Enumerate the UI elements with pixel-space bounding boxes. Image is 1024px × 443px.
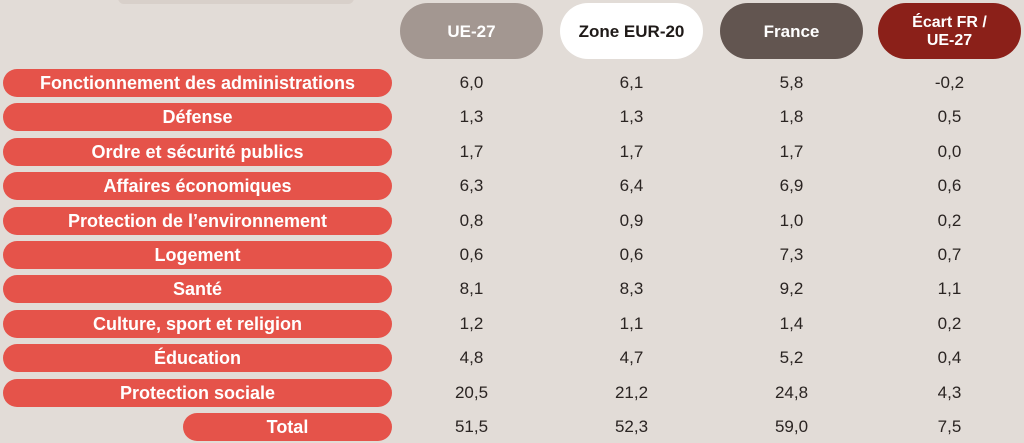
table-cell: 1,7 — [779, 142, 804, 161]
column-header-france: France — [720, 3, 863, 59]
column-header-ecart-text: Écart FR / UE-27 — [912, 13, 987, 49]
table-row: Culture, sport et religion 1,2 1,1 1,4 0,2 — [0, 309, 1024, 339]
table-cell: 20,5 — [454, 383, 489, 402]
row-label: Logement — [3, 241, 392, 269]
row-label: Santé — [3, 275, 392, 303]
table-cell: 5,2 — [779, 348, 804, 367]
table-cell: 1,7 — [619, 142, 644, 161]
table-cell: 6,9 — [779, 176, 804, 195]
table-cell: 0,2 — [937, 211, 962, 230]
table-cell: 0,6 — [937, 176, 962, 195]
table-cell: 1,7 — [459, 142, 484, 161]
row-label: Éducation — [3, 344, 392, 372]
row-label: Ordre et sécurité publics — [3, 138, 392, 166]
table-cell: 6,4 — [619, 176, 644, 195]
table-cell: 0,6 — [459, 245, 484, 264]
table-cell: 51,5 — [454, 417, 489, 436]
table-cell: 24,8 — [774, 383, 809, 402]
row-label: Protection de l’environnement — [3, 207, 392, 235]
table-cell: 1,1 — [937, 279, 962, 298]
cropped-subtitle — [118, 0, 354, 4]
table-cell: 1,1 — [619, 314, 644, 333]
column-header-ecart: Écart FR / UE-27 — [878, 3, 1021, 59]
column-header-zone-eur20: Zone EUR-20 — [560, 3, 703, 59]
table-cell: 8,3 — [619, 279, 644, 298]
table-cell: 1,2 — [459, 314, 484, 333]
table-cell: 1,0 — [779, 211, 804, 230]
row-label-total: Total — [183, 413, 392, 441]
table-cell: 0,4 — [937, 348, 962, 367]
table-cell: 4,3 — [937, 383, 962, 402]
table-cell: 52,3 — [614, 417, 649, 436]
table-cell: 5,8 — [779, 73, 804, 92]
table-cell: 21,2 — [614, 383, 649, 402]
table-cell: 8,1 — [459, 279, 484, 298]
row-label: Protection sociale — [3, 379, 392, 407]
table-cell: 9,2 — [779, 279, 804, 298]
table-row: Éducation 4,8 4,7 5,2 0,4 — [0, 343, 1024, 373]
table-cell: 7,5 — [937, 417, 962, 436]
table-cell: 1,3 — [459, 107, 484, 126]
table-cell: 0,0 — [937, 142, 962, 161]
row-label: Fonctionnement des administrations — [3, 69, 392, 97]
row-label: Culture, sport et religion — [3, 310, 392, 338]
row-label: Affaires économiques — [3, 172, 392, 200]
table-cell: 1,8 — [779, 107, 804, 126]
table-cell: 0,6 — [619, 245, 644, 264]
table-cell: 59,0 — [774, 417, 809, 436]
table-cell: 4,8 — [459, 348, 484, 367]
table-row: Affaires économiques 6,3 6,4 6,9 0,6 — [0, 171, 1024, 201]
table-row: Logement 0,6 0,6 7,3 0,7 — [0, 240, 1024, 270]
table-cell: 1,4 — [779, 314, 804, 333]
table-row: Protection de l’environnement 0,8 0,9 1,0 0,… — [0, 206, 1024, 236]
table-row: Santé 8,1 8,3 9,2 1,1 — [0, 274, 1024, 304]
table-cell: 4,7 — [619, 348, 644, 367]
table-row: Total 51,5 52,3 59,0 7,5 — [0, 412, 1024, 442]
table-row: Défense 1,3 1,3 1,8 0,5 — [0, 102, 1024, 132]
row-label: Défense — [3, 103, 392, 131]
table-cell: 0,8 — [459, 211, 484, 230]
table-cell: 0,2 — [937, 314, 962, 333]
table-cell: 0,5 — [937, 107, 962, 126]
table-cell: 0,9 — [619, 211, 644, 230]
table-row: Fonctionnement des administrations 6,0 6,1… — [0, 68, 1024, 98]
table-cell: 6,1 — [619, 73, 644, 92]
table-row: Ordre et sécurité publics 1,7 1,7 1,7 0,0 — [0, 137, 1024, 167]
column-header-ue27: UE-27 — [400, 3, 543, 59]
table-cell: 6,0 — [459, 73, 484, 92]
table-row: Protection sociale 20,5 21,2 24,8 4,3 — [0, 378, 1024, 408]
table-cell: -0,2 — [934, 73, 965, 92]
table-cell: 7,3 — [779, 245, 804, 264]
table-cell: 1,3 — [619, 107, 644, 126]
table-cell: 0,7 — [937, 245, 962, 264]
table-cell: 6,3 — [459, 176, 484, 195]
